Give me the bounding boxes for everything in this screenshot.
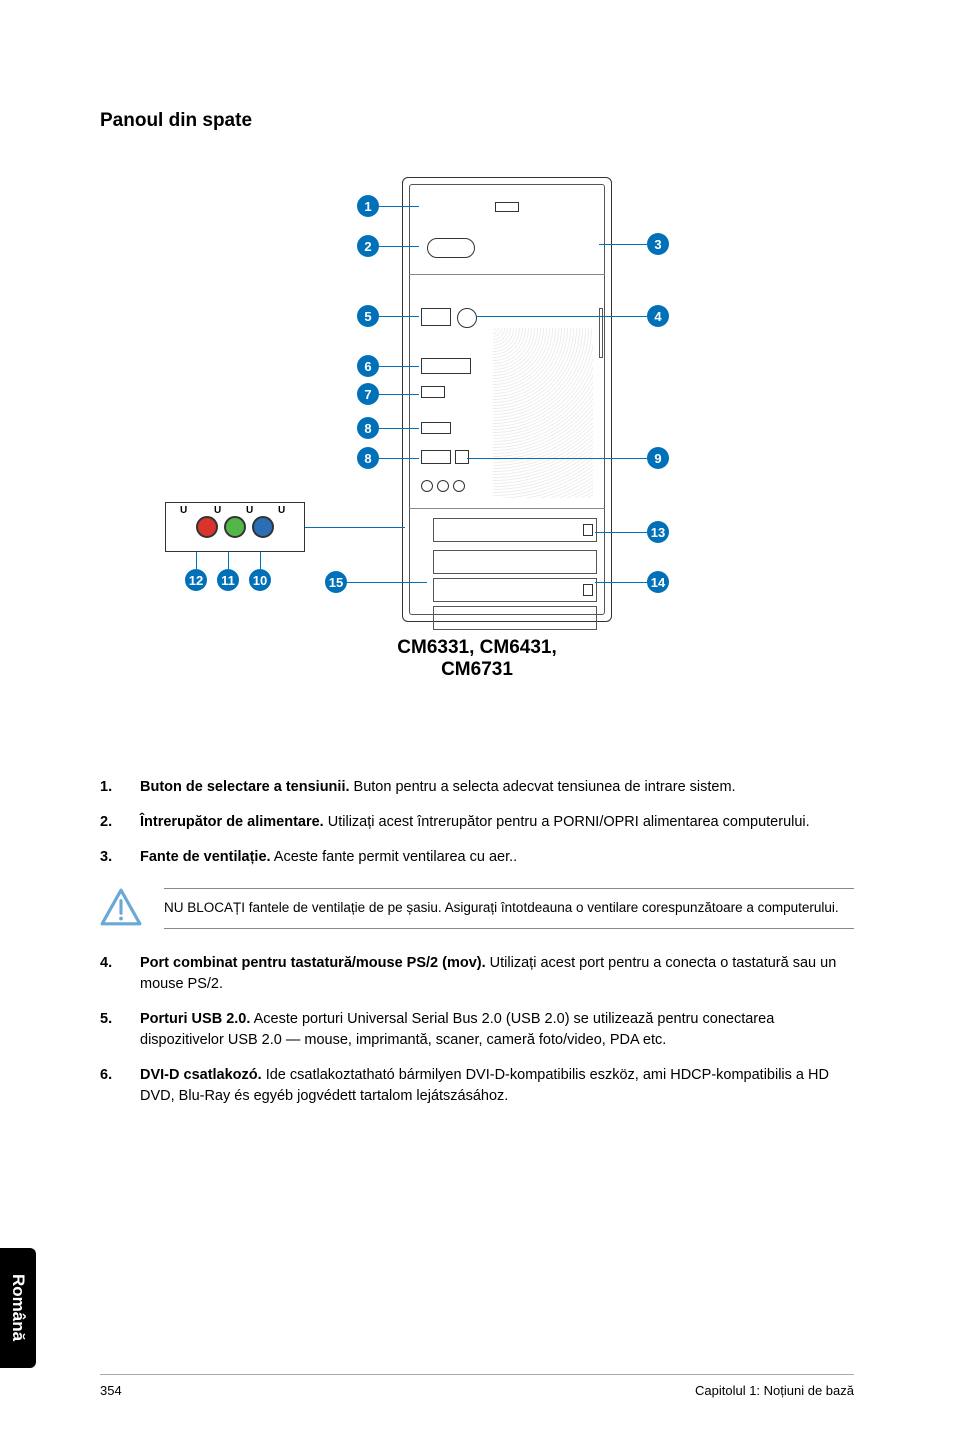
callout-13: 13	[647, 521, 669, 543]
note-text: NU BLOCAȚI fantele de ventilație de pe ș…	[164, 888, 854, 929]
item-num: 1.	[100, 777, 140, 798]
feature-list-1: 1. Buton de selectare a tensiunii. Buton…	[100, 777, 854, 868]
item-num: 4.	[100, 953, 140, 995]
callout-9: 9	[647, 447, 669, 469]
callout-15: 15	[325, 571, 347, 593]
caution-icon	[100, 888, 142, 926]
callout-11: 11	[217, 569, 239, 591]
callout-4: 4	[647, 305, 669, 327]
callout-10: 10	[249, 569, 271, 591]
page-footer: 354 Capitolul 1: Noțiuni de bază	[100, 1374, 854, 1398]
caution-note: NU BLOCAȚI fantele de ventilație de pe ș…	[100, 888, 854, 929]
chassis-outline	[402, 177, 612, 622]
feature-list-2: 4. Port combinat pentru tastatură/mouse …	[100, 953, 854, 1107]
item-num: 5.	[100, 1009, 140, 1051]
callout-6: 6	[357, 355, 379, 377]
callout-8a: 8	[357, 417, 379, 439]
language-tab: Română	[0, 1248, 36, 1368]
section-title: Panoul din spate	[100, 110, 854, 132]
rear-panel-diagram: 1 2 5 6 7 8 8 15 3 4 9 13 14 U U U	[157, 177, 797, 737]
callout-2: 2	[357, 235, 379, 257]
audio-jack-legend: U U U U	[165, 502, 305, 552]
chapter-label: Capitolul 1: Noțiuni de bază	[695, 1383, 854, 1398]
callout-3: 3	[647, 233, 669, 255]
item-num: 3.	[100, 847, 140, 868]
callout-5: 5	[357, 305, 379, 327]
page-number: 354	[100, 1383, 122, 1398]
callout-14: 14	[647, 571, 669, 593]
diagram-model-label: CM6331, CM6431, CM6731	[397, 637, 556, 681]
item-num: 2.	[100, 812, 140, 833]
callout-1: 1	[357, 195, 379, 217]
callout-7: 7	[357, 383, 379, 405]
item-num: 6.	[100, 1065, 140, 1107]
callout-8b: 8	[357, 447, 379, 469]
callout-12: 12	[185, 569, 207, 591]
